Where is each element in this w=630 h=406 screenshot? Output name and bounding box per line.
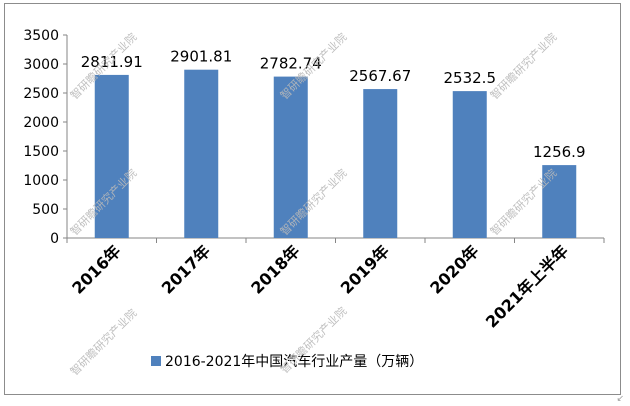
watermark: 智研瞻研究产业院 bbox=[67, 306, 139, 378]
x-tick-label: 2017年 bbox=[158, 241, 214, 297]
corner-resize-icon: ↙ bbox=[616, 394, 624, 404]
watermark: 智研瞻研究产业院 bbox=[487, 30, 559, 102]
x-tick-label: 2016年 bbox=[68, 241, 124, 297]
y-tick-label: 2500 bbox=[23, 86, 59, 102]
y-tick-label: 500 bbox=[32, 202, 59, 218]
chart-frame: 0 500 1000 1500 2000 2500 3000 3500 2811.91 2016年… bbox=[4, 3, 621, 395]
data-label: 1256.9 bbox=[533, 143, 586, 161]
bar bbox=[452, 91, 487, 239]
data-label: 2532.5 bbox=[444, 69, 497, 87]
legend-swatch bbox=[151, 356, 161, 366]
bar bbox=[94, 74, 129, 239]
x-tick-label: 2018年 bbox=[247, 241, 303, 297]
y-tick-label: 1000 bbox=[23, 173, 59, 189]
x-tick-label: 2020年 bbox=[426, 241, 482, 297]
bar bbox=[363, 89, 398, 239]
y-tick-label: 3000 bbox=[23, 57, 59, 73]
bar bbox=[542, 165, 577, 238]
y-tick-label: 0 bbox=[50, 231, 59, 247]
y-tick-label: 2000 bbox=[23, 115, 59, 131]
bar bbox=[184, 69, 219, 238]
data-label: 2811.91 bbox=[81, 53, 143, 71]
data-label: 2567.67 bbox=[349, 67, 411, 85]
x-tick-label: 2019年 bbox=[337, 241, 393, 297]
data-label: 2782.74 bbox=[260, 55, 322, 73]
bar bbox=[273, 76, 308, 239]
y-tick-label: 1500 bbox=[23, 144, 59, 160]
y-tick-label: 3500 bbox=[23, 28, 59, 44]
bar-chart: 0 500 1000 1500 2000 2500 3000 3500 2811.91 2016年… bbox=[23, 28, 605, 378]
legend-label: 2016-2021年中国汽车行业产量（万辆） bbox=[165, 353, 423, 370]
data-label: 2901.81 bbox=[170, 48, 232, 66]
x-tick-label: 2021年上半年 bbox=[482, 241, 572, 331]
